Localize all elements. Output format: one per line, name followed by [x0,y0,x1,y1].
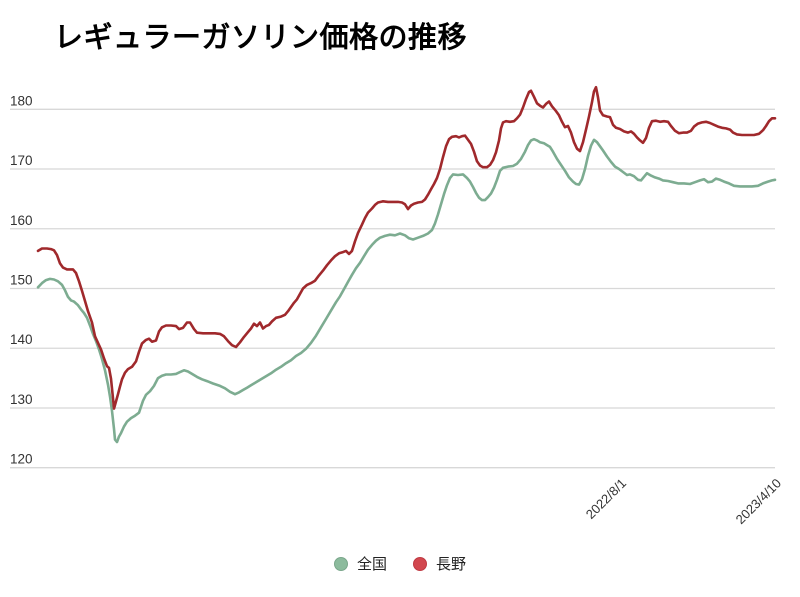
series-line-nagano [36,85,777,410]
series-line-zenkoku [36,137,777,444]
y-axis-tick-label: 130 [10,392,33,407]
x-axis-tick-label: 2022/8/1 [583,476,629,522]
legend-label-nagano: 長野 [436,556,467,573]
y-axis-tick-label: 120 [10,452,33,467]
y-axis-tick-label: 170 [10,153,33,168]
chart-title: レギュラーガソリン価格の推移 [54,22,468,54]
x-axis-tick-label: 2023/4/10 [733,476,785,528]
y-axis-tick-label: 160 [10,213,33,228]
legend-item-zenkoku: 全国 [333,553,387,574]
nagano-series-dot-icon [413,556,427,571]
chart-legend: 全国 長野 [0,553,800,574]
legend-item-nagano: 長野 [413,553,466,574]
y-axis-tick-label: 180 [10,93,33,108]
y-axis-tick-label: 150 [10,273,33,288]
legend-label-zenkoku: 全国 [356,556,387,573]
y-axis-tick-label: 140 [10,332,33,347]
zenkoku-series-dot-icon [333,556,348,571]
